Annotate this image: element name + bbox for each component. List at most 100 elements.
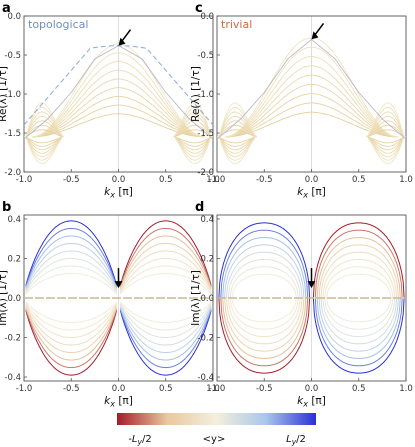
bulk-band-curve (224, 37, 399, 138)
im-eigenvalue-curve (313, 297, 405, 323)
colorbar (117, 413, 316, 425)
im-eigenvalue-curve (120, 273, 212, 295)
x-axis-label: kx [π] (104, 186, 133, 200)
im-eigenvalue-curve (312, 222, 405, 299)
panel-annotation: topological (28, 18, 88, 31)
im-eigenvalue-curve (218, 236, 310, 299)
x-tick-label: -0.5 (63, 384, 80, 394)
x-tick-label: -0.5 (256, 384, 273, 394)
colorbar-label-part: - (128, 434, 132, 445)
im-eigenvalue-curve (119, 305, 212, 346)
y-tick-label: -0.5 (4, 51, 21, 61)
im-eigenvalue-curve (119, 309, 212, 369)
y-axis-label: Im(λ) [1/τ] (190, 270, 202, 326)
im-eigenvalue-curve (313, 297, 405, 367)
panel-letter: b (2, 200, 11, 215)
y-tick-label: 0.0 (7, 294, 21, 304)
arrow-head (118, 37, 126, 46)
y-tick-label: 0.2 (200, 254, 214, 264)
x-tick-label: -1.0 (16, 175, 33, 185)
panel-letter: a (2, 1, 11, 16)
x-axis-label: kx [π] (297, 186, 326, 200)
y-tick-label: 0.4 (200, 215, 214, 225)
im-eigenvalue-curve (218, 297, 310, 352)
colorbar-label-part: L (132, 434, 138, 445)
im-eigenvalue-curve (25, 243, 118, 290)
arrow-head (307, 281, 316, 289)
axis-label-part: [π] (115, 186, 133, 198)
y-axis-label: Im(λ) [1/τ] (0, 270, 9, 326)
im-eigenvalue-curve (25, 310, 118, 376)
x-tick-label: -1.0 (209, 175, 226, 185)
bulk-band-curve (31, 113, 206, 138)
im-eigenvalue-curve (25, 305, 118, 346)
im-eigenvalue-curve (218, 297, 310, 367)
x-tick-label: 0.5 (159, 175, 173, 185)
x-tick-label: 0.5 (352, 384, 366, 394)
panel-a: -1.0 -0.5 0.0 0.5 1.0-2.0-1.5-1.0-0.50.0kx [… (0, 1, 220, 200)
side-lobe-curve (172, 102, 213, 165)
x-tick-label: 0.5 (352, 175, 366, 185)
im-eigenvalue-curve (119, 310, 212, 376)
im-eigenvalue-curve (313, 297, 405, 337)
axis-label-sub: x (302, 400, 308, 409)
curves (24, 220, 213, 376)
im-eigenvalue-curve (119, 227, 212, 287)
side-lobe-curve (365, 102, 406, 165)
im-eigenvalue-curve (313, 266, 405, 299)
im-eigenvalue-curve (119, 250, 212, 291)
im-eigenvalue-curve (119, 220, 212, 286)
axis-label-part: [π] (308, 186, 326, 198)
im-eigenvalue-curve (218, 266, 310, 299)
im-eigenvalue-curve (119, 307, 212, 361)
bulk-band-curve (31, 104, 206, 138)
im-eigenvalue-curve (25, 306, 118, 353)
colorbar-label-part: /2 (142, 434, 152, 445)
axis-label-part: k (297, 395, 304, 407)
im-eigenvalue-curve (119, 304, 212, 338)
im-eigenvalue-curve (119, 243, 212, 290)
x-tick-label: -1.0 (16, 384, 33, 394)
side-lobe-curve (24, 102, 65, 165)
im-eigenvalue-curve (119, 302, 212, 331)
im-eigenvalue-curve (25, 301, 117, 323)
im-eigenvalue-curve (313, 297, 405, 352)
im-eigenvalue-curve (218, 297, 310, 323)
im-eigenvalue-curve (25, 250, 118, 291)
panel-letter: c (195, 1, 203, 16)
im-eigenvalue-curve (218, 297, 310, 330)
im-eigenvalue-curve (25, 309, 118, 369)
bulk-band-curve (224, 102, 399, 138)
im-eigenvalue-curve (119, 306, 212, 353)
y-axis-label: Re(λ) [1/τ] (0, 66, 9, 122)
im-eigenvalue-curve (218, 259, 310, 299)
im-eigenvalue-curve (313, 297, 405, 345)
x-tick-label: 1.0 (206, 384, 220, 394)
im-eigenvalue-curve (25, 302, 118, 331)
x-tick-label: 1.0 (206, 175, 220, 185)
x-axis-label: kx [π] (297, 395, 326, 409)
axis-label-part: [π] (308, 395, 326, 407)
im-eigenvalue-curve (218, 251, 310, 299)
im-eigenvalue-curve (313, 244, 405, 299)
arrow-head (311, 31, 319, 40)
bulk-band-curve (31, 87, 206, 138)
y-tick-label: -2.0 (197, 168, 214, 178)
bulk-band-curve (224, 83, 399, 138)
im-eigenvalue-curve (218, 297, 310, 360)
colorbar-label-part: L (286, 434, 292, 445)
im-eigenvalue-curve (25, 258, 118, 292)
bulk-band-curve (31, 78, 206, 138)
panel-annotation: trivial (221, 18, 252, 31)
im-eigenvalue-curve (313, 297, 405, 330)
y-tick-label: 0.2 (7, 254, 21, 264)
y-tick-label: 0.0 (200, 12, 214, 22)
im-eigenvalue-curve (218, 297, 310, 345)
im-eigenvalue-curve (25, 220, 118, 286)
bulk-band-curve (224, 74, 399, 138)
y-tick-label: -1.5 (4, 129, 21, 139)
y-tick-label: 0.4 (7, 215, 21, 225)
im-eigenvalue-curve (25, 304, 118, 338)
x-tick-label: -0.5 (256, 175, 273, 185)
axis-label-sub: x (109, 400, 115, 409)
